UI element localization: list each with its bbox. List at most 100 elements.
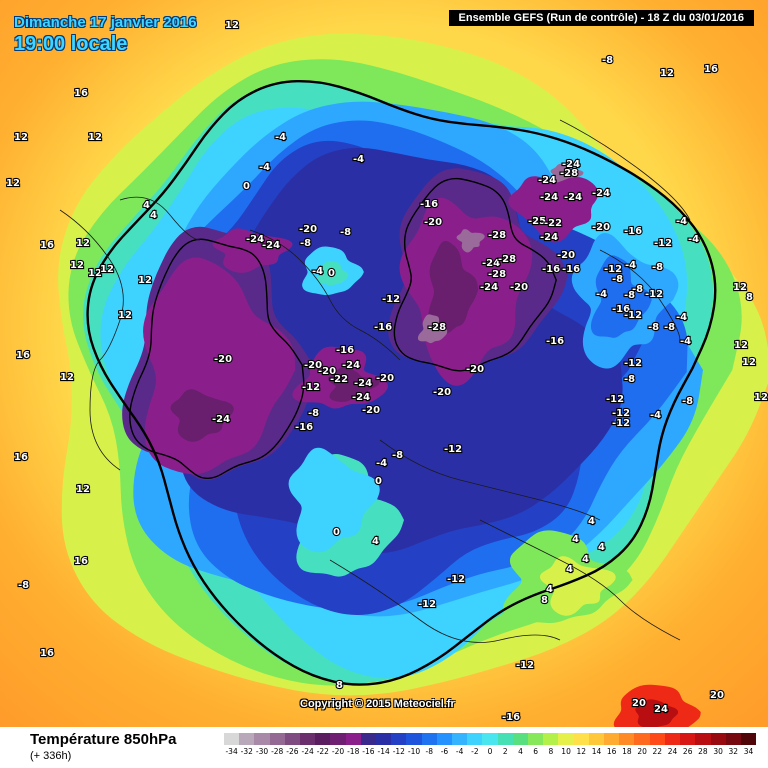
time-label: 19:00 locale — [14, 33, 128, 55]
temperature-label: 0 — [243, 181, 250, 192]
legend-tick-labels: -34 -32 -30 -28 -26 -24 -22 -20 -18 -16 -14 -12 -10-… — [224, 747, 756, 756]
cold-pool-siberia-deep — [428, 240, 479, 334]
legend-tick: -10 — [407, 747, 421, 756]
legend-tick: 4 — [518, 747, 523, 756]
temperature-label: -8 — [648, 322, 659, 333]
parameter-title: Température 850hPa — [30, 731, 177, 748]
temperature-label: -8 — [632, 284, 643, 295]
legend-tick: 26 — [682, 747, 693, 756]
temperature-label: -4 — [688, 234, 699, 245]
legend-tick: 20 — [637, 747, 647, 756]
temperature-label: -4 — [259, 162, 270, 173]
temperature-label: -4 — [312, 266, 323, 277]
legend-tick: 22 — [652, 747, 663, 756]
temperature-label: -20 — [362, 405, 380, 416]
temperature-label: 12 — [118, 310, 132, 321]
temperature-label: -8 — [602, 55, 613, 66]
temperature-label: -24 — [246, 234, 264, 245]
temperature-label: 12 — [733, 282, 747, 293]
temperature-label: 12 — [88, 268, 102, 279]
legend-tick: -6 — [440, 747, 449, 756]
minus-twenty-isoline-america — [129, 238, 305, 480]
temperature-label: 4 — [143, 200, 150, 211]
temperature-label: -4 — [275, 132, 286, 143]
footer-bar: Température 850hPa (+ 336h) -34 -32 -30 -28… — [0, 727, 768, 768]
temperature-label: 12 — [754, 392, 768, 403]
temperature-label: -24 — [212, 414, 230, 425]
legend-swatch — [436, 733, 453, 745]
temperature-label: -16 — [624, 226, 642, 237]
legend-swatch — [740, 733, 757, 745]
temperature-label: -16 — [374, 322, 392, 333]
legend-tick: -18 — [347, 747, 360, 756]
temperature-label: -24 — [540, 192, 558, 203]
temperature-label: -12 — [645, 289, 663, 300]
temperature-label: -8 — [612, 274, 623, 285]
temperature-label: -12 — [447, 574, 465, 585]
temperature-label: 8 — [336, 680, 343, 691]
temperature-label: -4 — [596, 289, 607, 300]
legend-color-bar — [224, 733, 757, 745]
coastline-segment — [249, 229, 401, 361]
temperature-label: 12 — [76, 238, 90, 249]
legend-tick: -14 — [377, 747, 390, 756]
temperature-label: 12 — [225, 20, 239, 31]
temperature-label: -28 — [488, 269, 506, 280]
legend-swatch — [330, 733, 346, 745]
legend-tick: 30 — [713, 747, 723, 756]
legend-swatch — [406, 733, 422, 745]
temperature-label: 12 — [14, 132, 28, 143]
temperature-label: 4 — [372, 536, 379, 547]
coastline-segment — [329, 559, 561, 643]
temperature-label: -20 — [557, 250, 575, 261]
temperature-label: 12 — [6, 178, 20, 189]
temperature-label: -24 — [352, 392, 370, 403]
temperature-label: -16 — [420, 199, 438, 210]
coastlines — [59, 119, 691, 643]
temperature-label: -8 — [682, 396, 693, 407]
coastline-segment — [379, 439, 601, 521]
legend-swatch — [664, 733, 681, 745]
band-cyan-atlantic — [288, 447, 380, 553]
legend-tick: -30 — [255, 747, 269, 756]
temperature-label: 12 — [76, 484, 90, 495]
temperature-label: -16 — [612, 304, 630, 315]
temperature-label: -4 — [676, 216, 687, 227]
temperature-label: 4 — [566, 564, 573, 575]
legend-swatch — [588, 733, 605, 745]
legend-swatch — [224, 733, 240, 745]
legend-swatch — [558, 733, 574, 745]
temperature-label: -24 — [538, 175, 556, 186]
cold-pool-america-deep — [170, 389, 234, 442]
temperature-label: -24 — [342, 360, 360, 371]
temperature-label: -28 — [428, 322, 446, 333]
legend-tick: 12 — [576, 747, 587, 756]
temperature-label: -20 — [318, 366, 336, 377]
temperature-label: -12 — [516, 660, 534, 671]
legend-swatch — [710, 733, 726, 745]
temperature-label: 8 — [746, 292, 753, 303]
legend-swatch — [543, 733, 559, 745]
cold-spot-siberia-mauve — [417, 314, 448, 344]
temperature-label: -24 — [564, 192, 582, 203]
run-info-label: Ensemble GEFS (Run de contrôle) - 18 Z d… — [448, 10, 754, 26]
temperature-label: -12 — [604, 264, 622, 275]
temperature-label: 0 — [375, 476, 382, 487]
temperature-label: 12 — [70, 260, 84, 271]
temperature-label: 4 — [546, 584, 553, 595]
temperature-label: 12 — [742, 357, 756, 368]
legend-swatch — [482, 733, 498, 745]
legend-tick: 2 — [502, 747, 508, 756]
temperature-label: -12 — [624, 310, 642, 321]
legend-swatch — [604, 733, 620, 745]
temperature-label: -12 — [612, 408, 630, 419]
legend-tick: -24 — [301, 747, 314, 756]
temperature-label: 4 — [588, 516, 595, 527]
legend-tick: 16 — [606, 747, 617, 756]
legend-swatch — [376, 733, 392, 745]
color-legend: -34 -32 -30 -28 -26 -24 -22 -20 -18 -16 -14 -12 -10-… — [224, 733, 757, 763]
temperature-label: -16 — [542, 264, 560, 275]
temperature-label: 12 — [138, 275, 152, 286]
temperature-label: -8 — [664, 322, 675, 333]
legend-swatch — [619, 733, 635, 745]
